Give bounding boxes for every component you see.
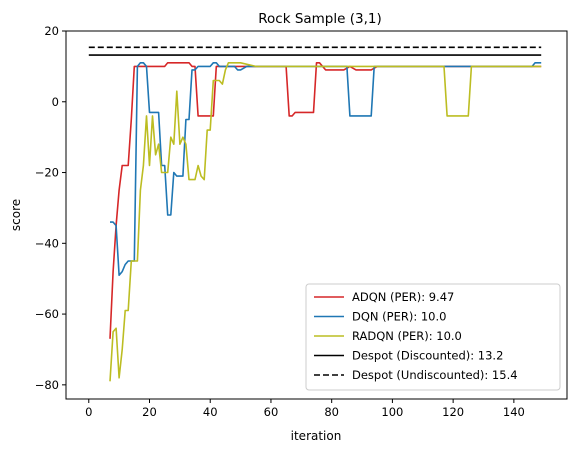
legend-label: RADQN (PER): 10.0: [352, 329, 462, 343]
y-tick-label: 0: [52, 95, 59, 109]
y-tick-label: −40: [35, 236, 59, 250]
series-line-2: [109, 61, 542, 382]
y-axis-label: score: [9, 199, 23, 231]
x-tick-label: 60: [264, 405, 279, 419]
x-tick-label: 20: [142, 405, 157, 419]
y-tick-label: −20: [35, 166, 59, 180]
x-axis-label: iteration: [291, 429, 342, 443]
y-tick-label: −80: [35, 378, 59, 392]
x-axis: 0 20 40 60 80 100 120 140: [85, 399, 525, 419]
x-tick-label: 0: [85, 405, 92, 419]
x-tick-label: 40: [203, 405, 218, 419]
legend-box: [305, 283, 561, 391]
y-axis: −80 −60 −40 −20 0 20: [35, 24, 66, 392]
legend-label: DQN (PER): 10.0: [352, 310, 446, 324]
y-tick-label: −60: [35, 307, 59, 321]
legend-label: Despot (Discounted): 13.2: [352, 349, 503, 363]
series-layer: [88, 46, 542, 382]
legend-label: Despot (Undiscounted): 15.4: [352, 368, 518, 382]
x-tick-label: 80: [324, 405, 339, 419]
x-tick-label: 100: [381, 405, 403, 419]
chart-title: Rock Sample (3,1): [258, 11, 381, 27]
plot-frame: [65, 30, 568, 400]
series-line-1: [110, 61, 542, 277]
x-tick-label: 120: [442, 405, 464, 419]
y-tick-label: 20: [44, 24, 59, 38]
x-tick-label: 140: [503, 405, 525, 419]
legend-label: ADQN (PER): 9.47: [352, 290, 454, 304]
legend: ADQN (PER): 9.47 DQN (PER): 10.0 RADQN (PE…: [305, 283, 561, 391]
